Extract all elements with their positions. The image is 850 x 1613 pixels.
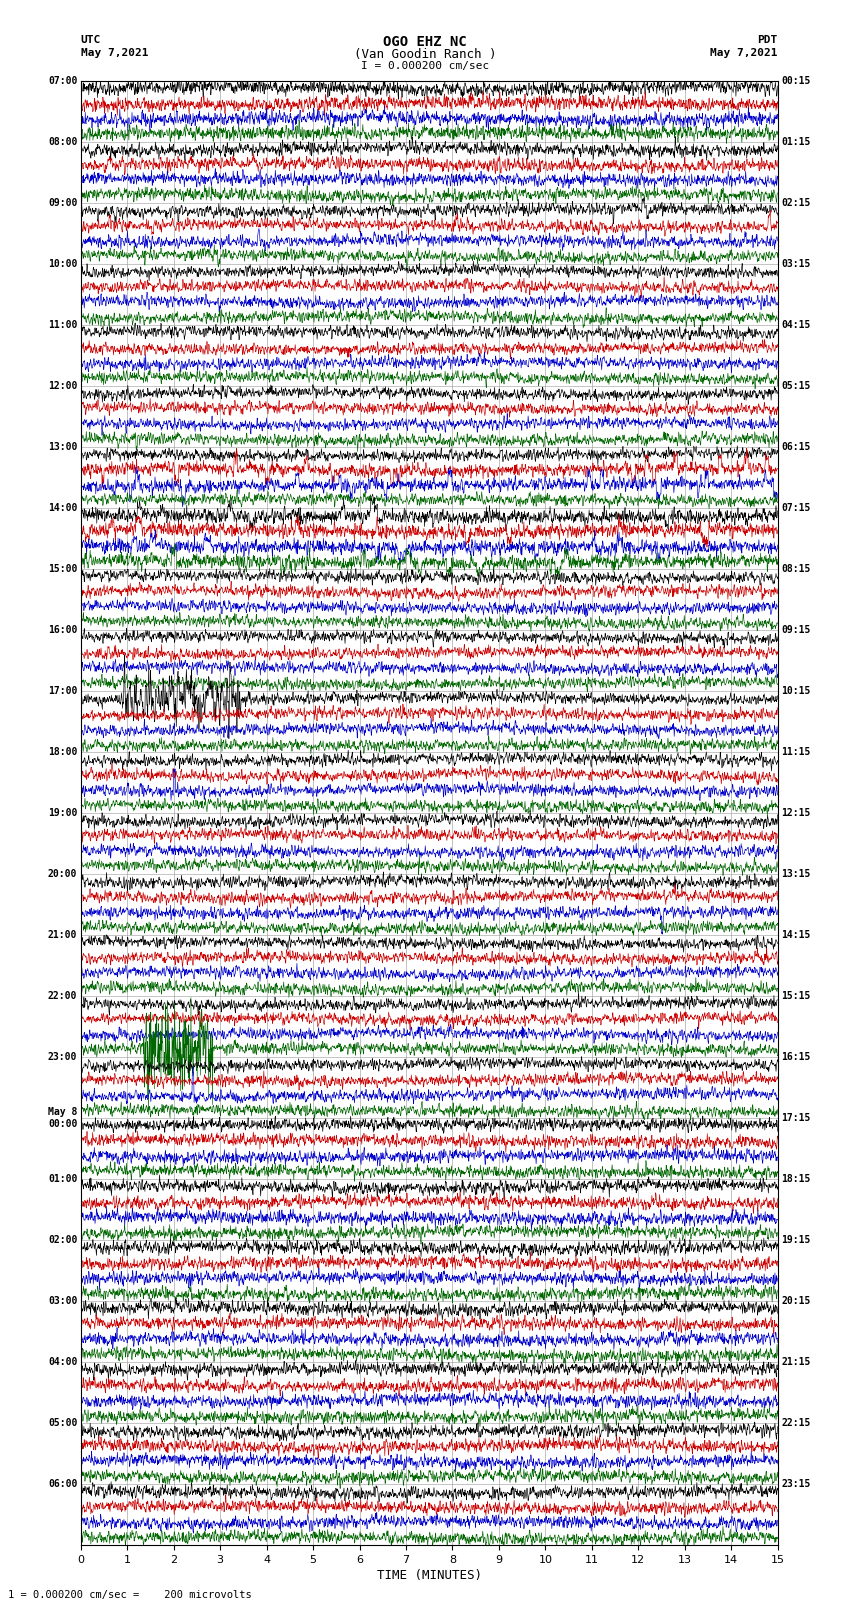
Text: 05:00: 05:00: [48, 1418, 77, 1428]
Text: 01:15: 01:15: [781, 137, 811, 147]
Text: 07:15: 07:15: [781, 503, 811, 513]
Text: 18:15: 18:15: [781, 1174, 811, 1184]
Text: 04:00: 04:00: [48, 1357, 77, 1368]
Text: 03:00: 03:00: [48, 1297, 77, 1307]
Text: PDT: PDT: [757, 35, 778, 45]
Text: 21:15: 21:15: [781, 1357, 811, 1368]
Text: 18:00: 18:00: [48, 747, 77, 756]
Text: 01:00: 01:00: [48, 1174, 77, 1184]
Text: 22:00: 22:00: [48, 990, 77, 1002]
Text: 13:15: 13:15: [781, 869, 811, 879]
Text: 12:15: 12:15: [781, 808, 811, 818]
Text: 02:00: 02:00: [48, 1236, 77, 1245]
Text: 11:00: 11:00: [48, 319, 77, 329]
Text: 17:15: 17:15: [781, 1113, 811, 1123]
Text: 07:00: 07:00: [48, 76, 77, 85]
Text: 1 = 0.000200 cm/sec =    200 microvolts: 1 = 0.000200 cm/sec = 200 microvolts: [8, 1590, 252, 1600]
Text: 14:00: 14:00: [48, 503, 77, 513]
Text: 05:15: 05:15: [781, 381, 811, 390]
Text: 09:00: 09:00: [48, 198, 77, 208]
Text: 14:15: 14:15: [781, 931, 811, 940]
Text: 11:15: 11:15: [781, 747, 811, 756]
Text: 19:00: 19:00: [48, 808, 77, 818]
Text: UTC: UTC: [81, 35, 101, 45]
Text: 10:00: 10:00: [48, 258, 77, 269]
Text: 21:00: 21:00: [48, 931, 77, 940]
Text: 15:00: 15:00: [48, 565, 77, 574]
Text: 06:15: 06:15: [781, 442, 811, 452]
Text: 23:15: 23:15: [781, 1479, 811, 1489]
Text: 23:00: 23:00: [48, 1052, 77, 1061]
Text: May 7,2021: May 7,2021: [81, 48, 148, 58]
Text: 06:00: 06:00: [48, 1479, 77, 1489]
X-axis label: TIME (MINUTES): TIME (MINUTES): [377, 1569, 482, 1582]
Text: 16:00: 16:00: [48, 624, 77, 636]
Text: 03:15: 03:15: [781, 258, 811, 269]
Text: 20:15: 20:15: [781, 1297, 811, 1307]
Text: 10:15: 10:15: [781, 686, 811, 695]
Text: 17:00: 17:00: [48, 686, 77, 695]
Text: OGO EHZ NC: OGO EHZ NC: [383, 35, 467, 50]
Text: 00:15: 00:15: [781, 76, 811, 85]
Text: 12:00: 12:00: [48, 381, 77, 390]
Text: 22:15: 22:15: [781, 1418, 811, 1428]
Text: 19:15: 19:15: [781, 1236, 811, 1245]
Text: 04:15: 04:15: [781, 319, 811, 329]
Text: 08:15: 08:15: [781, 565, 811, 574]
Text: 20:00: 20:00: [48, 869, 77, 879]
Text: 02:15: 02:15: [781, 198, 811, 208]
Text: 13:00: 13:00: [48, 442, 77, 452]
Text: May 8
00:00: May 8 00:00: [48, 1107, 77, 1129]
Text: (Van Goodin Ranch ): (Van Goodin Ranch ): [354, 48, 496, 61]
Text: May 7,2021: May 7,2021: [711, 48, 778, 58]
Text: I = 0.000200 cm/sec: I = 0.000200 cm/sec: [361, 61, 489, 71]
Text: 09:15: 09:15: [781, 624, 811, 636]
Text: 15:15: 15:15: [781, 990, 811, 1002]
Text: 08:00: 08:00: [48, 137, 77, 147]
Text: 16:15: 16:15: [781, 1052, 811, 1061]
